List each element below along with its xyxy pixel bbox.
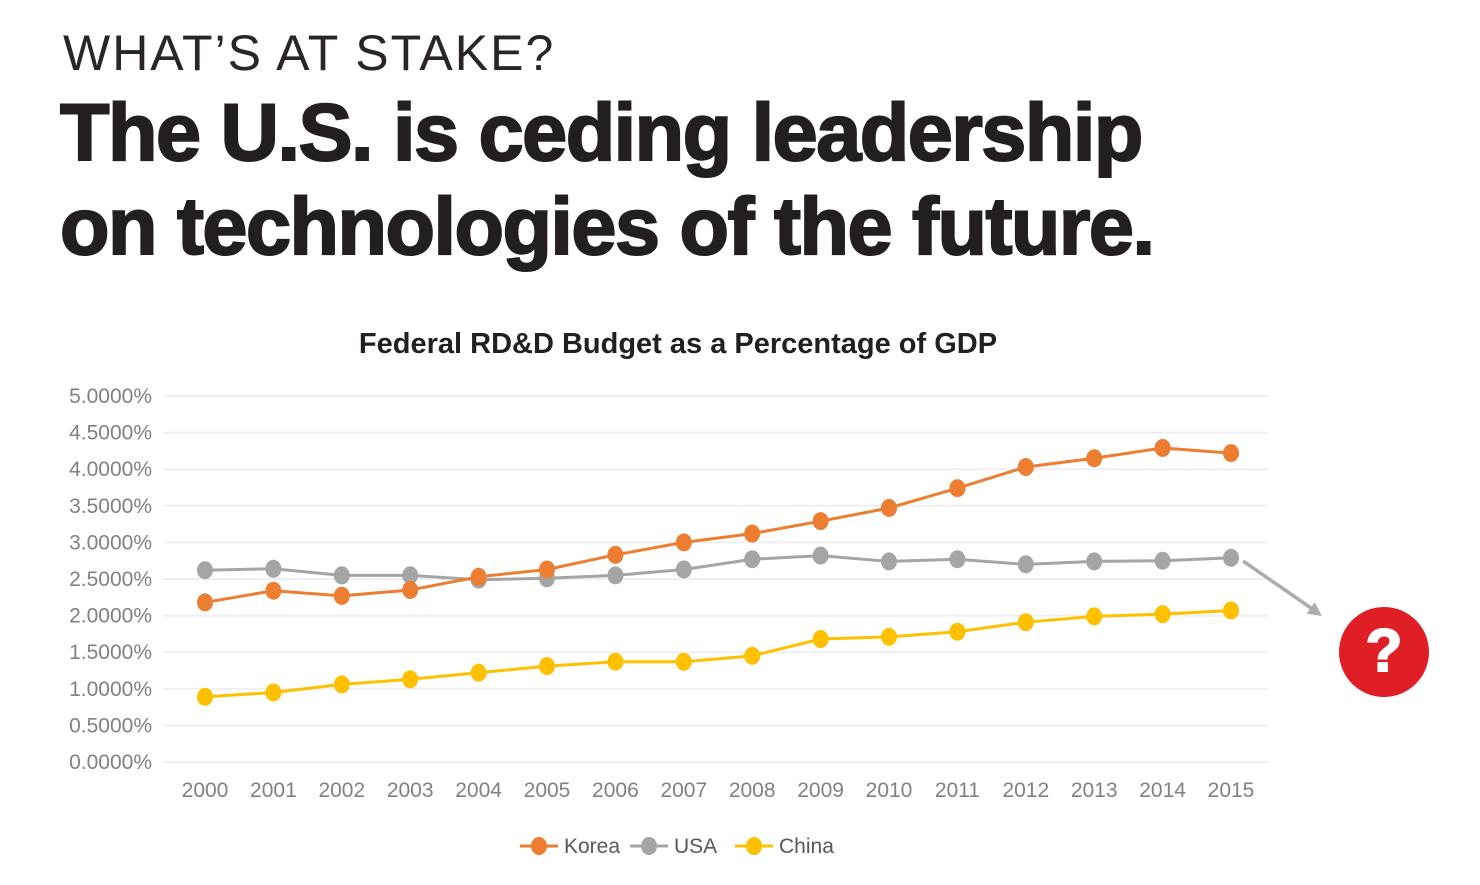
headline-line-1: The U.S. is ceding leadership (59, 87, 1144, 179)
china-point-2006 (607, 652, 624, 671)
y-axis-tick-label: 1.5000% (69, 641, 152, 664)
y-axis-tick-label: 2.5000% (69, 568, 152, 591)
korea-point-2002 (333, 586, 350, 605)
arrow-shaft (1242, 559, 1312, 610)
china-point-2003 (402, 670, 419, 689)
series-line-korea (204, 446, 1232, 604)
line-chart: Federal RD&D Budget as a Percentage of G… (69, 328, 1322, 858)
headline: The U.S. is ceding leadership on technol… (59, 86, 1156, 274)
x-axis-tick-label: 2014 (1139, 779, 1186, 802)
usa-point-2000 (197, 561, 213, 580)
korea-point-2004 (470, 567, 487, 586)
x-axis-tick-label: 2007 (660, 779, 707, 802)
question-mark-badge: ? (1339, 607, 1429, 697)
china-point-2008 (744, 646, 761, 665)
y-axis-tick-label: 0.5000% (69, 714, 152, 737)
kicker-title: WHAT’S AT STAKE? (63, 25, 556, 81)
axis-labels: 0.0000% 0.5000% 1.0000% 1.5000% 2.0000% 2.500… (69, 385, 1254, 802)
legend-label-usa: USA (674, 835, 717, 858)
x-axis-tick-label: 2013 (1071, 779, 1118, 802)
usa-point-2002 (333, 566, 350, 585)
legend-label-china: China (779, 835, 834, 858)
trend-question-arrow (1242, 559, 1322, 616)
x-axis-tick-label: 2008 (729, 779, 776, 802)
korea-point-2012 (1017, 458, 1034, 477)
china-point-2009 (812, 630, 829, 649)
korea-point-2011 (949, 479, 966, 498)
china-point-2005 (539, 657, 555, 676)
x-axis-tick-label: 2006 (592, 779, 639, 802)
korea-point-2009 (812, 512, 829, 531)
x-axis-tick-label: 2001 (250, 779, 297, 802)
series-line-usa (204, 554, 1232, 582)
y-axis-tick-label: 3.0000% (69, 531, 152, 554)
korea-point-2008 (744, 524, 761, 543)
x-axis-tick-label: 2002 (318, 779, 365, 802)
headline-line-2: on technologies of the future. (59, 181, 1156, 273)
china-point-2015 (1223, 601, 1239, 620)
china-point-2010 (881, 627, 897, 646)
y-axis-tick-label: 0.0000% (69, 751, 152, 774)
x-axis-tick-label: 2000 (182, 779, 229, 802)
korea-point-2000 (197, 593, 213, 612)
china-point-2007 (675, 652, 692, 671)
korea-point-2005 (539, 560, 555, 579)
usa-point-2013 (1086, 552, 1103, 571)
legend-marker-china (746, 837, 762, 855)
y-axis-tick-label: 5.0000% (69, 385, 152, 408)
chart-title: Federal RD&D Budget as a Percentage of G… (359, 328, 997, 360)
usa-point-2011 (949, 550, 966, 569)
y-axis-tick-label: 4.0000% (69, 458, 152, 481)
usa-point-2014 (1154, 551, 1171, 570)
y-axis-tick-label: 1.0000% (69, 678, 152, 701)
usa-point-2007 (675, 560, 692, 579)
x-axis-tick-label: 2012 (1002, 779, 1049, 802)
x-axis-tick-label: 2004 (455, 779, 502, 802)
korea-point-2007 (675, 533, 692, 552)
data-series (197, 438, 1239, 706)
usa-point-2008 (744, 550, 761, 569)
china-point-2004 (470, 663, 487, 682)
korea-point-2001 (265, 581, 282, 600)
legend-label-korea: Korea (564, 835, 620, 858)
korea-point-2014 (1154, 438, 1171, 457)
legend-marker-usa (641, 837, 657, 855)
legend: Korea USA China (520, 835, 834, 858)
usa-point-2012 (1017, 555, 1034, 574)
china-point-2011 (949, 622, 966, 641)
usa-point-2006 (607, 566, 624, 585)
x-axis-tick-label: 2010 (866, 779, 913, 802)
x-axis-tick-label: 2005 (524, 779, 571, 802)
china-point-2002 (333, 675, 350, 694)
usa-point-2010 (881, 552, 897, 571)
y-axis-tick-label: 4.5000% (69, 422, 152, 445)
korea-point-2006 (607, 545, 624, 564)
x-axis-tick-label: 2015 (1208, 779, 1255, 802)
arrow-head-icon (1306, 602, 1322, 616)
korea-point-2015 (1223, 444, 1239, 463)
x-axis-tick-label: 2003 (387, 779, 434, 802)
x-axis-tick-label: 2011 (935, 779, 980, 802)
korea-point-2003 (402, 580, 419, 599)
legend-marker-korea (531, 837, 547, 855)
korea-point-2013 (1086, 449, 1103, 468)
gridlines (163, 395, 1268, 763)
y-axis-tick-label: 3.5000% (69, 495, 152, 518)
china-point-2013 (1086, 607, 1103, 626)
series-line-china (204, 608, 1232, 699)
china-point-2001 (265, 683, 282, 702)
question-mark-icon: ? (1365, 616, 1404, 685)
china-point-2014 (1154, 605, 1171, 624)
china-point-2000 (197, 687, 213, 706)
usa-point-2003 (402, 566, 419, 585)
usa-point-2015 (1223, 548, 1239, 567)
usa-point-2001 (265, 559, 282, 578)
china-point-2012 (1017, 613, 1034, 632)
usa-point-2009 (812, 546, 829, 565)
korea-point-2010 (881, 498, 897, 517)
x-axis-tick-label: 2009 (797, 779, 844, 802)
y-axis-tick-label: 2.0000% (69, 605, 152, 628)
